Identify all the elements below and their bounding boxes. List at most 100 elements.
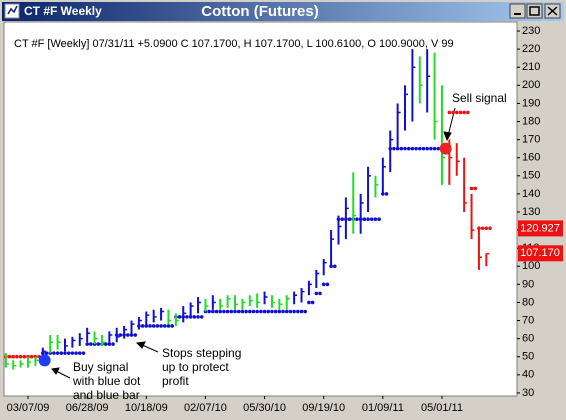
window-title: CT #F Weekly: [24, 4, 102, 18]
x-tick-label: 02/07/10: [184, 402, 227, 414]
y-tick-label: 40: [522, 369, 534, 381]
stop-dot: [214, 309, 219, 314]
minimize-button[interactable]: [509, 3, 526, 19]
y-tick-label: 230: [522, 25, 540, 37]
annotation: Stops stepping: [162, 346, 241, 360]
window-buttons: [509, 3, 561, 19]
y-tick-label: 220: [522, 43, 540, 55]
y-tick-label: 50: [522, 351, 534, 363]
stop-dot: [44, 351, 49, 355]
annotation: and blue bar: [73, 388, 140, 402]
stop-dot: [89, 342, 93, 346]
stop-dot: [155, 324, 160, 328]
stop-dot: [266, 309, 271, 314]
stop-dot: [233, 309, 237, 314]
x-tick-label: 06/28/09: [66, 402, 109, 414]
y-tick-label: 190: [522, 97, 540, 109]
stop-dot: [307, 300, 311, 305]
stop-dot: [222, 309, 226, 314]
arrowhead: [443, 131, 452, 142]
stop-dot: [458, 110, 463, 115]
stop-dot: [70, 351, 75, 355]
stop-dot: [454, 110, 459, 115]
annotation: Sell signal: [452, 91, 507, 105]
stop-dot: [281, 309, 285, 314]
stop-dot: [473, 186, 478, 191]
stop-dot: [11, 354, 16, 359]
stop-dot: [126, 333, 130, 337]
stop-dot: [77, 351, 82, 355]
y-tick-label: 70: [522, 314, 534, 326]
stop-dot: [273, 309, 278, 314]
stop-dot: [410, 146, 415, 151]
stop-dot: [403, 146, 407, 151]
stop-dot: [314, 291, 319, 296]
maximize-glyph: [529, 6, 540, 16]
icon-glyph: [7, 5, 18, 15]
annotation: profit: [162, 374, 189, 388]
stop-dot: [321, 282, 326, 287]
y-tick-label: 170: [522, 134, 540, 146]
info-line: CT #F [Weekly] 07/31/11 +5.0900 C 107.17…: [14, 38, 454, 50]
x-tick-label: 09/19/10: [302, 402, 345, 414]
stop-dot: [170, 324, 174, 328]
stop-dot: [66, 351, 71, 355]
stop-dot: [52, 351, 56, 355]
stop-dot: [74, 351, 78, 355]
stop-dot: [240, 309, 245, 314]
stop-dot: [417, 146, 422, 151]
stop-dot: [192, 315, 197, 319]
stop-dot: [255, 309, 259, 314]
y-tick-label: 80: [522, 296, 534, 308]
stop-dot: [29, 354, 34, 359]
y-tick-label: 130: [522, 206, 540, 218]
stop-dot: [225, 309, 230, 314]
stop-dot: [484, 226, 489, 231]
stop-dot: [355, 217, 359, 222]
stop-dot: [429, 146, 433, 151]
stop-dot: [414, 146, 418, 151]
stop-dot: [96, 342, 101, 346]
stop-dot: [247, 309, 252, 314]
stop-dot: [159, 324, 163, 328]
stop-dot: [296, 309, 300, 314]
stop-dot: [421, 146, 426, 151]
price-label-box: [518, 220, 563, 237]
stop-dot: [229, 309, 234, 314]
annotation: with blue dot: [72, 374, 141, 388]
chart-title: Cotton (Futures): [201, 3, 318, 20]
stop-dot: [251, 309, 256, 314]
stop-dot: [133, 333, 138, 337]
stop-dot: [318, 291, 322, 296]
stop-dot: [366, 217, 370, 222]
stop-dot: [18, 354, 23, 359]
arrowhead: [51, 367, 60, 375]
stop-dot: [270, 309, 274, 314]
stop-dot: [425, 146, 429, 151]
stop-dot: [59, 351, 64, 355]
stop-dot: [480, 226, 485, 231]
stop-dot: [369, 217, 374, 222]
stop-dot: [392, 146, 396, 151]
stop-dot: [22, 354, 27, 359]
stop-dot: [447, 110, 452, 115]
stop-dot: [244, 309, 248, 314]
arrows: [51, 107, 456, 379]
stop-dot: [166, 324, 171, 328]
stop-dot: [466, 110, 470, 115]
stop-dot: [469, 186, 474, 191]
stop-dot: [310, 300, 315, 305]
y-tick-label: 90: [522, 278, 534, 290]
stop-dot: [63, 351, 67, 355]
price-label: 120.927: [520, 222, 560, 234]
stop-dot: [299, 309, 304, 314]
stop-dot: [259, 309, 263, 314]
stop-dot: [85, 342, 89, 346]
stop-dot: [211, 309, 215, 314]
stop-dot: [199, 315, 204, 319]
signal-dot: [38, 354, 51, 367]
stop-dot: [436, 146, 441, 151]
stop-dot: [384, 192, 389, 196]
y-tick-label: 160: [522, 152, 540, 164]
